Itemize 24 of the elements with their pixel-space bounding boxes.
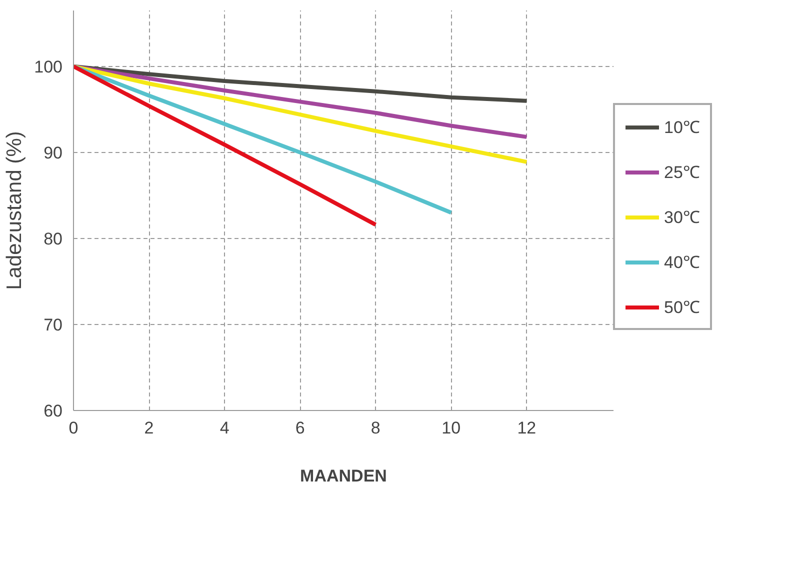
line-series (74, 64, 454, 215)
y-tick-label: 70 (44, 315, 63, 334)
x-tick-label: 6 (295, 418, 305, 438)
line-series (74, 64, 378, 227)
x-axis-title: MAANDEN (300, 466, 387, 486)
y-axis-title: Ladezustand (%) (3, 131, 26, 290)
x-tick-label: 0 (68, 418, 78, 438)
x-tick-label: 2 (144, 418, 154, 438)
x-tick-label: 4 (220, 418, 230, 438)
legend-label: 10℃ (664, 117, 700, 138)
y-tick-label: 100 (34, 57, 63, 76)
legend-label: 25℃ (664, 162, 700, 183)
x-tick-label: 10 (442, 418, 461, 438)
x-tick-label: 12 (517, 418, 536, 438)
y-tick-label: 90 (44, 143, 63, 162)
y-tick-label: 60 (44, 402, 63, 420)
x-tick-label: 8 (370, 418, 380, 438)
legend-label: 50℃ (664, 297, 700, 318)
line-series (74, 64, 529, 139)
legend-label: 30℃ (664, 207, 700, 228)
line-series (74, 64, 529, 164)
legend-label: 40℃ (664, 252, 700, 273)
line-series (74, 64, 529, 103)
y-tick-label: 80 (44, 229, 63, 248)
